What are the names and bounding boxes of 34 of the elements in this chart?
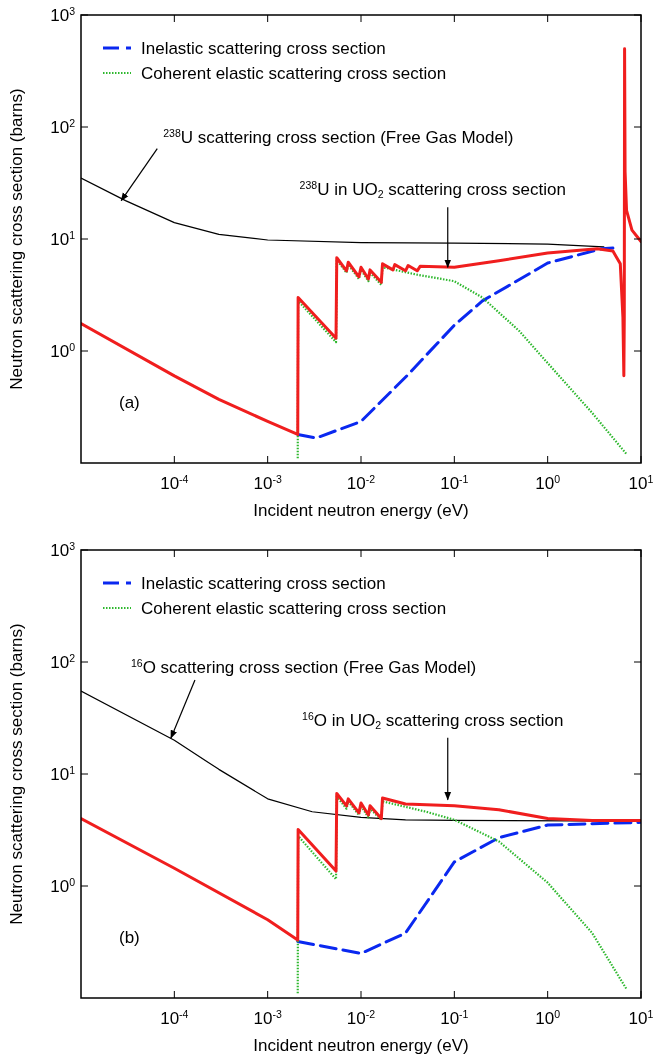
annotation: (a) bbox=[119, 393, 140, 412]
y-tick-label: 10$^{1}$ bbox=[50, 228, 76, 249]
x-axis-title: Incident neutron energy (eV) bbox=[253, 501, 469, 520]
y-axis-title: Neutron scattering cross section (barns) bbox=[7, 623, 26, 925]
legend-label: Coherent elastic scattering cross section bbox=[141, 64, 447, 83]
y-tick-label: 10$^{3}$ bbox=[50, 539, 76, 560]
x-tick-label: 10$^{-1}$ bbox=[440, 1007, 469, 1028]
legend-label: Coherent elastic scattering cross section bbox=[141, 599, 447, 618]
x-tick-label: 10$^{-3}$ bbox=[253, 472, 282, 493]
y-tick-label: 10$^{2}$ bbox=[50, 116, 76, 137]
x-tick-label: 10$^{-3}$ bbox=[253, 1007, 282, 1028]
x-tick-label: 10$^{-2}$ bbox=[346, 1007, 376, 1028]
y-tick-label: 10$^{3}$ bbox=[50, 4, 76, 25]
annotation: $^{16}$O in UO$_{2}$ scattering cross section bbox=[302, 709, 564, 731]
x-tick-label: 10$^{1}$ bbox=[628, 1007, 654, 1028]
y-tick-label: 10$^{1}$ bbox=[50, 763, 76, 784]
x-axis-title: Incident neutron energy (eV) bbox=[253, 1036, 469, 1055]
annotation: $^{238}$U in UO$_{2}$ scattering cross section bbox=[299, 179, 566, 200]
y-tick-label: 10$^{0}$ bbox=[50, 340, 76, 361]
y-tick-label: 10$^{2}$ bbox=[50, 651, 76, 672]
x-tick-label: 10$^{-2}$ bbox=[346, 472, 376, 493]
x-tick-label: 10$^{-4}$ bbox=[160, 1007, 189, 1028]
y-tick-label: 10$^{0}$ bbox=[50, 875, 76, 896]
x-tick-label: 10$^{-4}$ bbox=[160, 472, 189, 493]
annotation: (b) bbox=[119, 928, 140, 947]
legend-label: Inelastic scattering cross section bbox=[141, 39, 386, 58]
legend-label: Inelastic scattering cross section bbox=[141, 574, 386, 593]
x-tick-label: 10$^{0}$ bbox=[535, 1007, 561, 1028]
y-axis-title: Neutron scattering cross section (barns) bbox=[7, 88, 26, 390]
annotation: $^{238}$U scattering cross section (Free Gas Model) bbox=[163, 126, 514, 147]
annotation: $^{16}$O scattering cross section (Free Gas Model) bbox=[130, 656, 477, 677]
x-tick-label: 10$^{1}$ bbox=[628, 472, 654, 493]
x-tick-label: 10$^{-1}$ bbox=[440, 472, 469, 493]
x-tick-label: 10$^{0}$ bbox=[535, 472, 561, 493]
